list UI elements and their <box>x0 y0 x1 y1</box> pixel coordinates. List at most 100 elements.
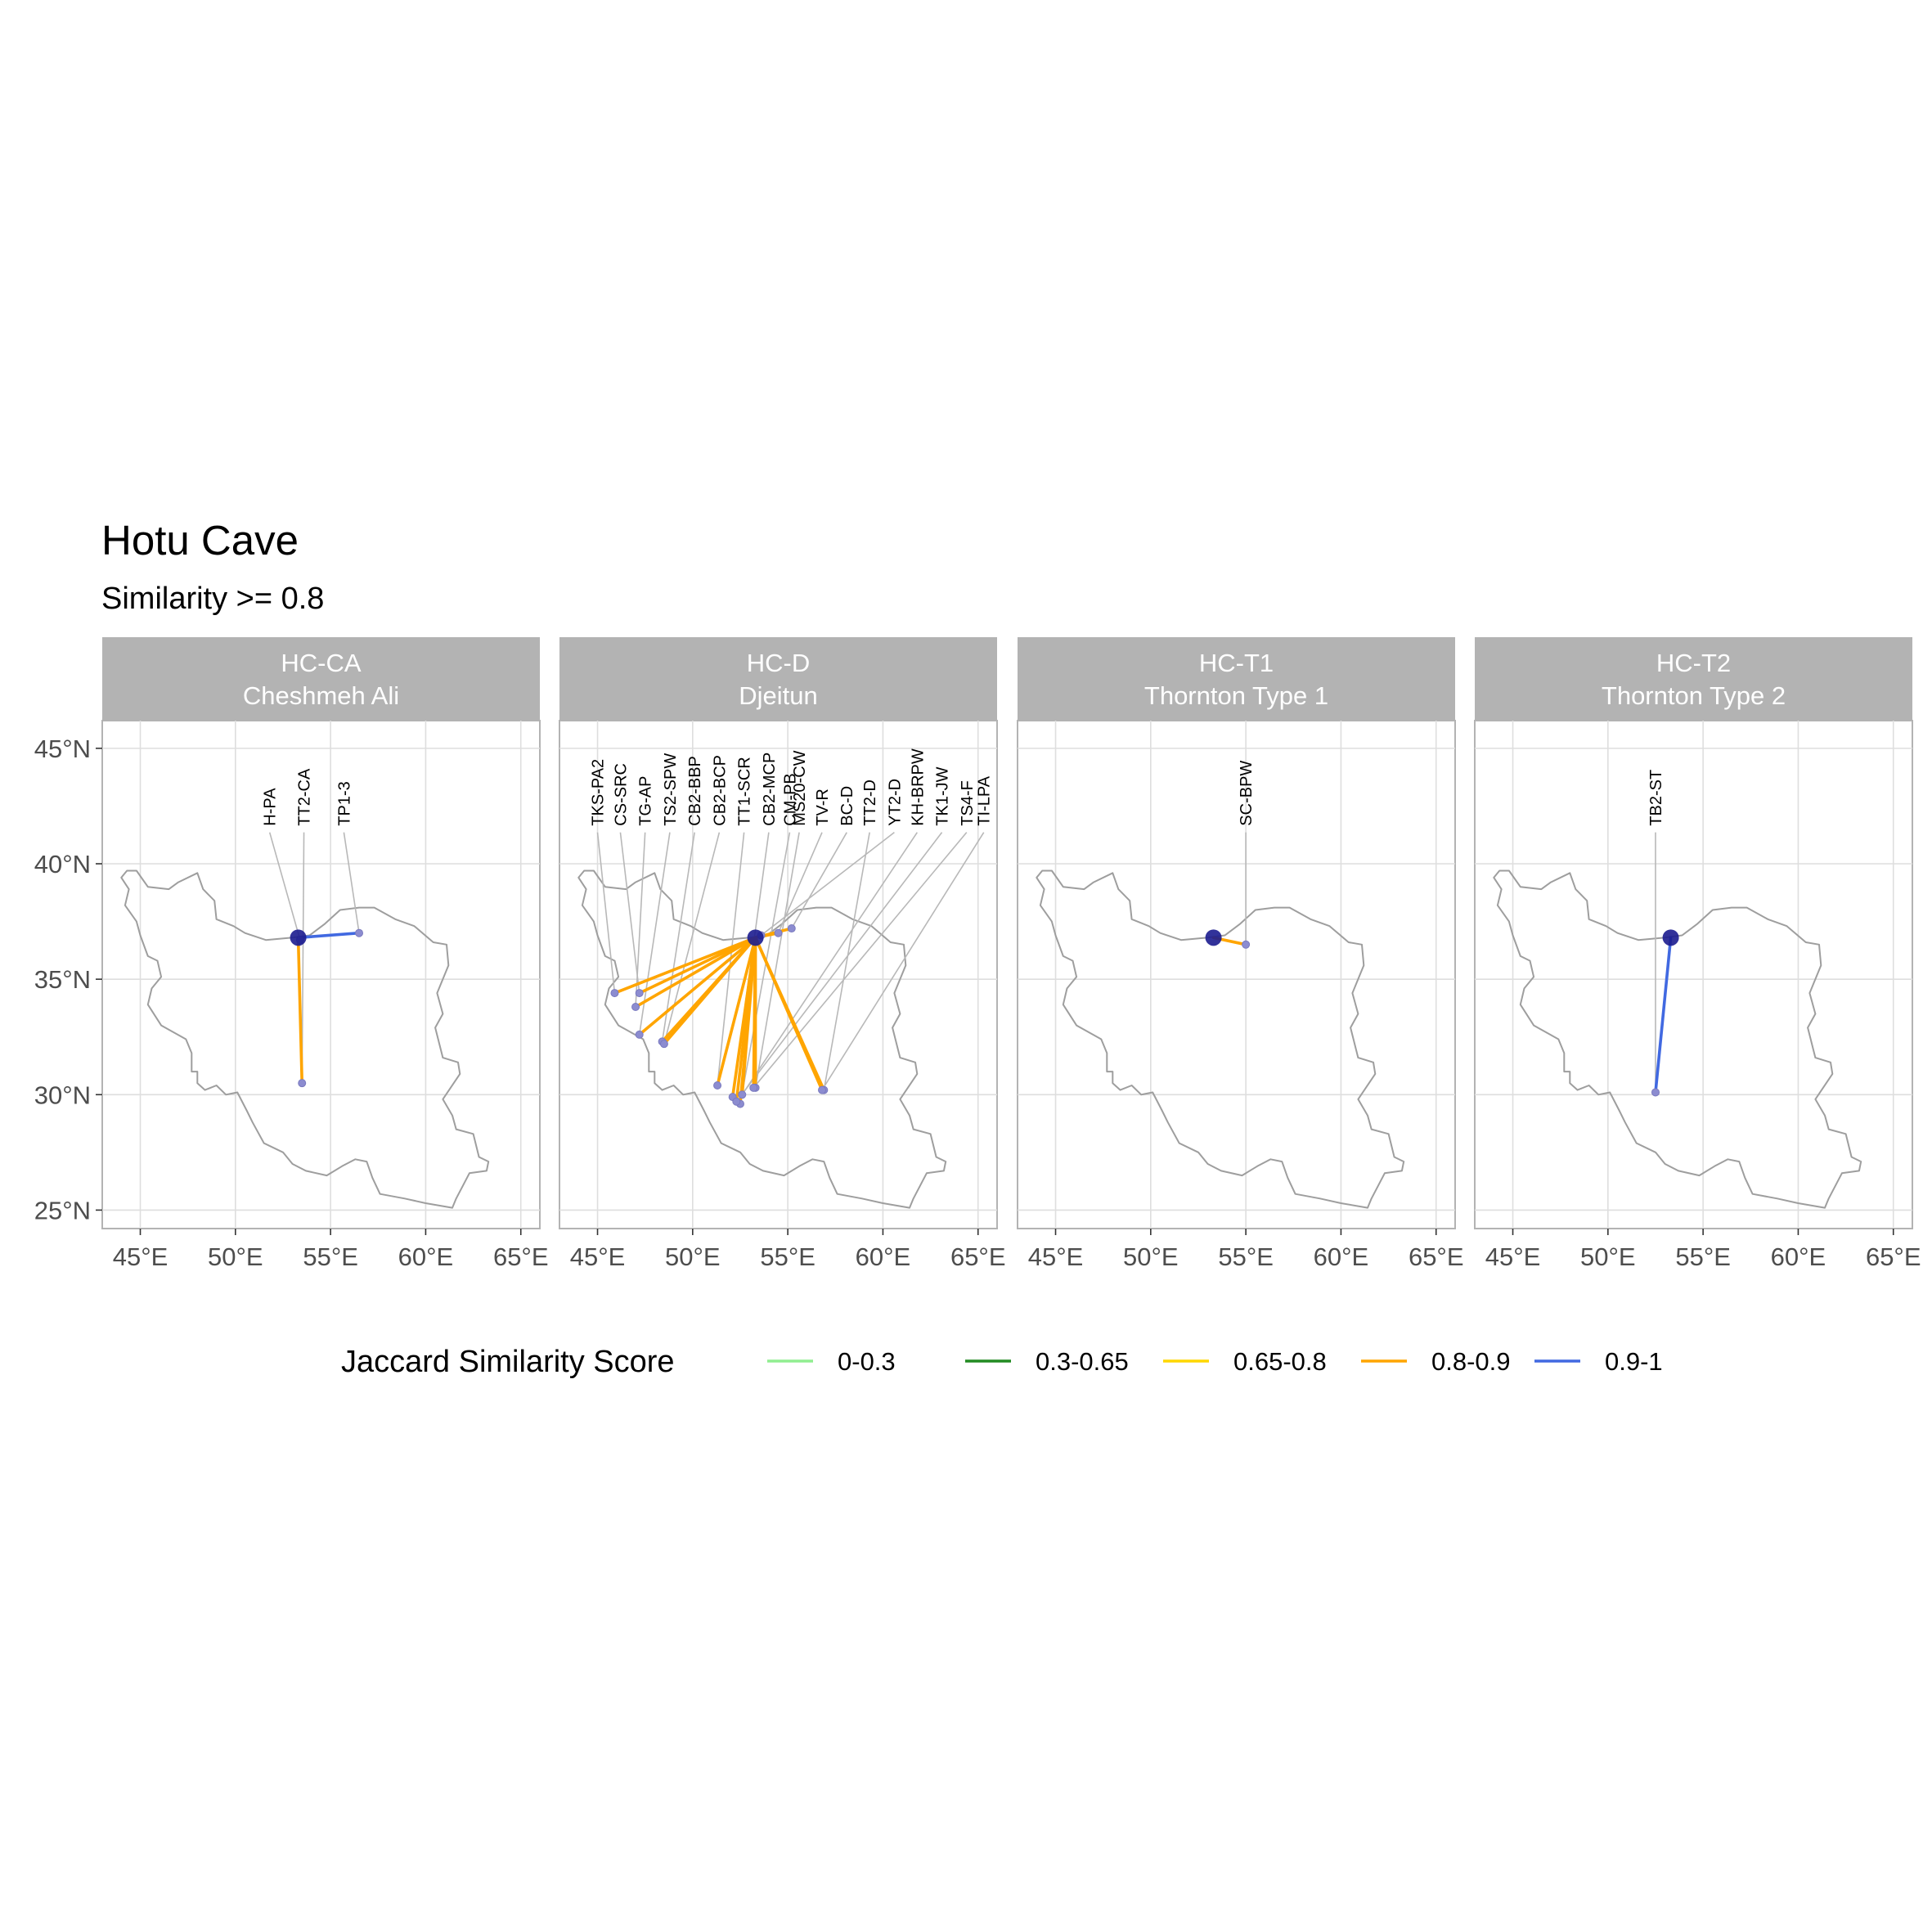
site-point <box>749 1083 758 1092</box>
legend-item-label: 0.8-0.9 <box>1431 1347 1511 1376</box>
similarity-line <box>637 936 757 995</box>
y-tick-label: 35°N <box>34 965 91 994</box>
label-leader-line <box>735 832 943 1103</box>
origin-point <box>290 929 307 946</box>
label-leader-line <box>635 832 646 1008</box>
legend-item-label: 0-0.3 <box>838 1347 896 1376</box>
facet-strip-code: HC-T1 <box>1199 649 1274 677</box>
chart-title: Hotu Cave <box>101 517 299 564</box>
site-label: SC-BPW <box>1238 761 1256 826</box>
site-label: TS4-F <box>959 780 977 826</box>
x-tick-label: 55°E <box>1218 1242 1274 1271</box>
site-point <box>774 928 783 937</box>
facet-panel-3: HC-T1 Thornton Type 1 45°E 50°E 55°E 60°E 65°E… <box>1017 637 1464 1271</box>
site-label: TK1-JW <box>934 766 952 825</box>
x-tick-label: 60°E <box>856 1242 911 1271</box>
x-tick-label: 65°E <box>950 1242 1006 1271</box>
site-label: CM-PB <box>782 773 800 825</box>
site-label: CB2-MCP <box>761 753 779 826</box>
country-outline <box>1036 869 1405 1209</box>
legend-item-label: 0.9-1 <box>1605 1347 1663 1376</box>
label-leader-line <box>268 832 301 941</box>
site-point <box>787 924 796 933</box>
label-leader-line <box>791 832 847 929</box>
panel-background <box>1017 720 1456 1229</box>
site-label: TB2-ST <box>1647 770 1665 826</box>
site-label: TS2-SPW <box>662 753 680 826</box>
site-point <box>355 928 364 937</box>
x-tick-label: 45°E <box>1485 1242 1541 1271</box>
facet-panel-1: HC-CA Cheshmeh Ali 45°E 50°E 55°E 60°E 65°E 45°… <box>34 637 549 1271</box>
facet-strip-name: Thornton Type 1 <box>1144 681 1328 710</box>
similarity-line <box>613 936 757 995</box>
site-point <box>818 1085 826 1094</box>
x-tick-label: 55°E <box>303 1242 358 1271</box>
x-tick-label: 60°E <box>1771 1242 1826 1271</box>
site-point <box>713 1081 722 1090</box>
site-label: KH-BRPW <box>909 748 927 826</box>
site-point <box>610 989 619 998</box>
panel-background <box>101 720 541 1229</box>
facet-strip <box>559 637 997 721</box>
label-leader-line <box>823 832 870 1090</box>
label-leader-line <box>343 832 360 933</box>
facet-strip-name: Thornton Type 2 <box>1602 681 1786 710</box>
country-outline <box>1493 869 1862 1209</box>
site-point <box>631 1003 640 1012</box>
site-point <box>738 1090 747 1099</box>
facet-panels: HC-CA Cheshmeh Ali 45°E 50°E 55°E 60°E 65°E 45°… <box>34 637 1921 1271</box>
y-tick-label: 25°N <box>34 1196 91 1224</box>
site-label: CB2-BCP <box>711 755 729 826</box>
similarity-line <box>716 936 757 1087</box>
site-point <box>298 1079 307 1088</box>
label-leader-line <box>619 832 640 994</box>
similarity-line <box>1654 936 1673 1094</box>
x-tick-label: 50°E <box>208 1242 263 1271</box>
y-tick-label: 45°N <box>34 735 91 763</box>
country-outline <box>120 869 490 1209</box>
x-tick-label: 60°E <box>398 1242 454 1271</box>
site-label: CS-SRC <box>612 763 630 826</box>
facet-panel-2: HC-D Djeitun 45°E 50°E 55°E 60°E 65°E TKS-PA2 CS… <box>559 637 1006 1271</box>
x-tick-label: 55°E <box>1675 1242 1731 1271</box>
facet-strip <box>1475 637 1912 721</box>
x-tick-label: 45°E <box>1028 1242 1084 1271</box>
facet-strip-code: HC-D <box>747 649 811 677</box>
label-leader-line <box>663 832 721 1045</box>
label-leader-line <box>739 832 791 1104</box>
facet-strip-name: Djeitun <box>739 681 818 710</box>
chart-subtitle: Similarity >= 0.8 <box>101 582 324 616</box>
similarity-line <box>296 936 304 1085</box>
similarity-line <box>663 936 757 1045</box>
label-leader-line <box>753 832 968 1089</box>
country-outline <box>577 869 947 1209</box>
x-tick-label: 65°E <box>493 1242 549 1271</box>
legend-title: Jaccard Similarity Score <box>341 1345 675 1379</box>
similarity-line <box>752 936 757 1090</box>
x-tick-label: 55°E <box>760 1242 815 1271</box>
site-label: TG-AP <box>637 776 655 826</box>
similarity-line <box>296 931 361 940</box>
x-tick-label: 65°E <box>1866 1242 1921 1271</box>
label-leader-line <box>661 832 695 1042</box>
site-label: TT2-CA <box>296 768 314 826</box>
site-label: BC-D <box>838 786 856 826</box>
site-label: TT1-SCR <box>736 757 754 825</box>
legend-item-label: 0.65-0.8 <box>1233 1347 1327 1376</box>
label-leader-line <box>754 832 800 1088</box>
y-tick-label: 40°N <box>34 850 91 878</box>
panel-background <box>559 720 998 1229</box>
similarity-line <box>753 936 824 1092</box>
site-point <box>635 1030 644 1039</box>
origin-point <box>1662 929 1679 946</box>
x-tick-label: 50°E <box>665 1242 721 1271</box>
site-label: H-PA <box>262 788 280 826</box>
origin-point <box>1205 929 1222 946</box>
site-label: CB2-BBP <box>686 756 704 826</box>
site-label: TI-LPA <box>976 775 994 825</box>
site-point <box>732 1097 741 1106</box>
site-label: TP1-3 <box>335 781 353 825</box>
legend-item-label: 0.3-0.65 <box>1036 1347 1129 1376</box>
facet-panel-4: HC-T2 Thornton Type 2 45°E 50°E 55°E 60°E 65°E… <box>1474 637 1921 1271</box>
